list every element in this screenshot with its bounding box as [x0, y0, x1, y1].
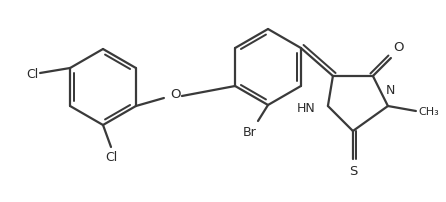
Text: CH₃: CH₃	[418, 106, 439, 116]
Text: Cl: Cl	[105, 150, 117, 163]
Text: HN: HN	[297, 102, 316, 115]
Text: O: O	[393, 41, 404, 54]
Text: N: N	[386, 84, 396, 97]
Text: O: O	[171, 88, 181, 101]
Text: Cl: Cl	[26, 67, 38, 80]
Text: Br: Br	[242, 125, 256, 138]
Text: S: S	[349, 164, 357, 177]
